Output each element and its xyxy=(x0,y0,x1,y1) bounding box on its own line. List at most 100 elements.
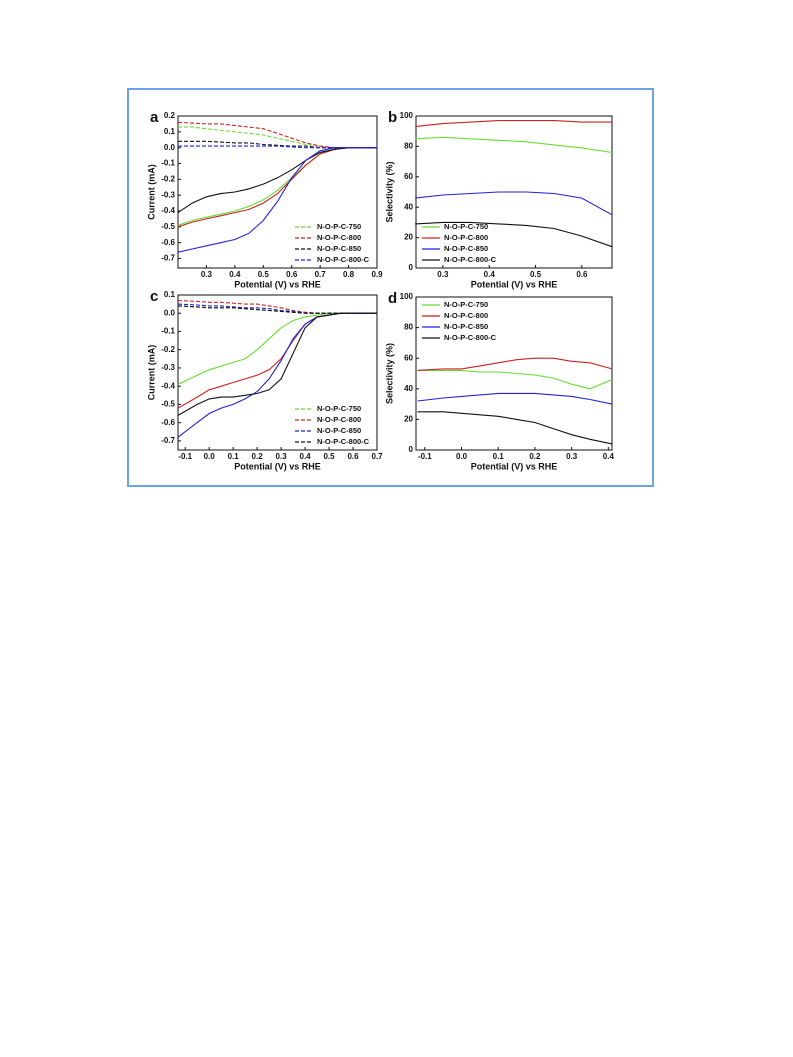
x-tick-label: 0.4 xyxy=(300,452,312,461)
y-tick-label: -0.2 xyxy=(161,174,175,183)
series-line xyxy=(177,312,377,409)
x-axis-label: Potential (V) vs RHE xyxy=(471,279,558,289)
ring-current-line xyxy=(178,140,377,149)
plot-frame xyxy=(177,115,378,269)
y-tick-label: -0.7 xyxy=(161,436,175,445)
legend-label: N-O-P-C-800 xyxy=(317,415,361,424)
x-tick-label: 0.3 xyxy=(276,452,288,461)
y-tick-label: -0.2 xyxy=(161,345,175,354)
y-axis-label: Current (mA) xyxy=(146,345,156,401)
y-tick-label: -0.5 xyxy=(161,400,175,409)
series-line xyxy=(177,147,377,228)
ring-current-line xyxy=(177,121,377,149)
y-tick-label: 80 xyxy=(404,142,413,151)
series-line xyxy=(415,191,613,216)
x-tick-label: 0.7 xyxy=(371,452,383,461)
x-axis-label: Potential (V) vs RHE xyxy=(234,279,321,289)
legend-label: N-O-P-C-800 xyxy=(444,311,488,320)
series-line xyxy=(417,369,613,390)
y-tick-label: -0.1 xyxy=(161,159,175,168)
plot-frame xyxy=(415,296,613,451)
series-line xyxy=(177,147,377,214)
y-tick-label: -0.7 xyxy=(161,254,175,263)
y-tick-label: -0.3 xyxy=(161,190,175,199)
y-tick-label: 80 xyxy=(404,323,413,332)
x-tick-label: 0.3 xyxy=(201,270,213,279)
y-tick-label: 40 xyxy=(404,384,413,393)
y-tick-label: -0.5 xyxy=(161,222,175,231)
x-tick-label: 0.4 xyxy=(603,452,615,461)
plot-frame xyxy=(177,294,378,451)
series-line xyxy=(417,392,613,405)
y-tick-label: 0.0 xyxy=(164,143,176,152)
y-tick-label: -0.4 xyxy=(161,381,175,390)
x-tick-label: -0.1 xyxy=(418,452,432,461)
x-tick-label: 0.4 xyxy=(229,270,241,279)
y-axis-label: Selectivity (%) xyxy=(384,343,394,404)
series-line xyxy=(177,147,377,226)
series-line xyxy=(415,221,613,248)
y-tick-label: 0.2 xyxy=(164,111,176,120)
y-tick-label: 100 xyxy=(400,111,414,120)
x-tick-label: 0.6 xyxy=(286,270,298,279)
y-tick-label: 20 xyxy=(404,233,413,242)
y-tick-label: -0.1 xyxy=(161,327,175,336)
y-tick-label: 20 xyxy=(404,415,413,424)
x-tick-label: 0.5 xyxy=(530,270,542,279)
panel-letter: a xyxy=(150,109,159,126)
legend-label: N-O-P-C-800 xyxy=(317,233,361,242)
legend-label: N-O-P-C-850 xyxy=(317,244,361,253)
x-tick-label: 0.2 xyxy=(529,452,541,461)
legend-label: N-O-P-C-750 xyxy=(444,300,488,309)
legend-label: N-O-P-C-750 xyxy=(317,222,361,231)
figure-frame xyxy=(127,88,654,487)
series-line xyxy=(417,411,613,445)
y-tick-label: 60 xyxy=(404,353,413,362)
x-tick-label: 0.0 xyxy=(204,452,216,461)
legend-label: N-O-P-C-800-C xyxy=(444,255,497,264)
legend-label: N-O-P-C-750 xyxy=(444,222,488,231)
x-tick-label: 0.6 xyxy=(576,270,588,279)
legend-label: N-O-P-C-850 xyxy=(444,322,488,331)
y-axis-label: Current (mA) xyxy=(146,164,156,220)
y-tick-label: 0.0 xyxy=(164,308,176,317)
series-line xyxy=(177,312,377,385)
series-line xyxy=(177,312,377,416)
ring-current-line xyxy=(178,145,377,149)
series-line xyxy=(417,357,613,371)
y-tick-label: 100 xyxy=(400,292,414,301)
y-tick-label: -0.3 xyxy=(161,363,175,372)
legend-label: N-O-P-C-800-C xyxy=(317,255,370,264)
y-tick-label: 0 xyxy=(409,263,414,272)
y-tick-label: 40 xyxy=(404,202,413,211)
x-tick-label: 0.1 xyxy=(228,452,240,461)
x-tick-label: 0.2 xyxy=(252,452,264,461)
ring-current-line xyxy=(177,303,377,314)
x-tick-label: 0.7 xyxy=(315,270,327,279)
legend-label: N-O-P-C-850 xyxy=(444,244,488,253)
x-tick-label: 0.0 xyxy=(456,452,468,461)
y-tick-label: 60 xyxy=(404,172,413,181)
legend-label: N-O-P-C-850 xyxy=(317,426,361,435)
legend-label: N-O-P-C-800 xyxy=(444,233,488,242)
x-axis-label: Potential (V) vs RHE xyxy=(234,461,321,471)
panel-letter: b xyxy=(388,109,397,126)
y-tick-label: 0.1 xyxy=(164,290,176,299)
panel-letter: c xyxy=(150,288,158,305)
legend-label: N-O-P-C-750 xyxy=(317,404,361,413)
x-tick-label: 0.3 xyxy=(437,270,449,279)
panel-letter: d xyxy=(388,290,397,307)
series-line xyxy=(415,136,613,154)
x-tick-label: 0.3 xyxy=(566,452,578,461)
x-tick-label: 0.4 xyxy=(484,270,496,279)
legend-label: N-O-P-C-800-C xyxy=(444,333,497,342)
ring-current-line xyxy=(178,126,377,149)
y-tick-label: 0 xyxy=(409,445,414,454)
x-tick-label: 0.9 xyxy=(371,270,383,279)
y-axis-label: Selectivity (%) xyxy=(384,161,394,222)
y-tick-label: -0.4 xyxy=(161,206,175,215)
x-tick-label: 0.6 xyxy=(347,452,359,461)
y-tick-label: -0.6 xyxy=(161,238,175,247)
